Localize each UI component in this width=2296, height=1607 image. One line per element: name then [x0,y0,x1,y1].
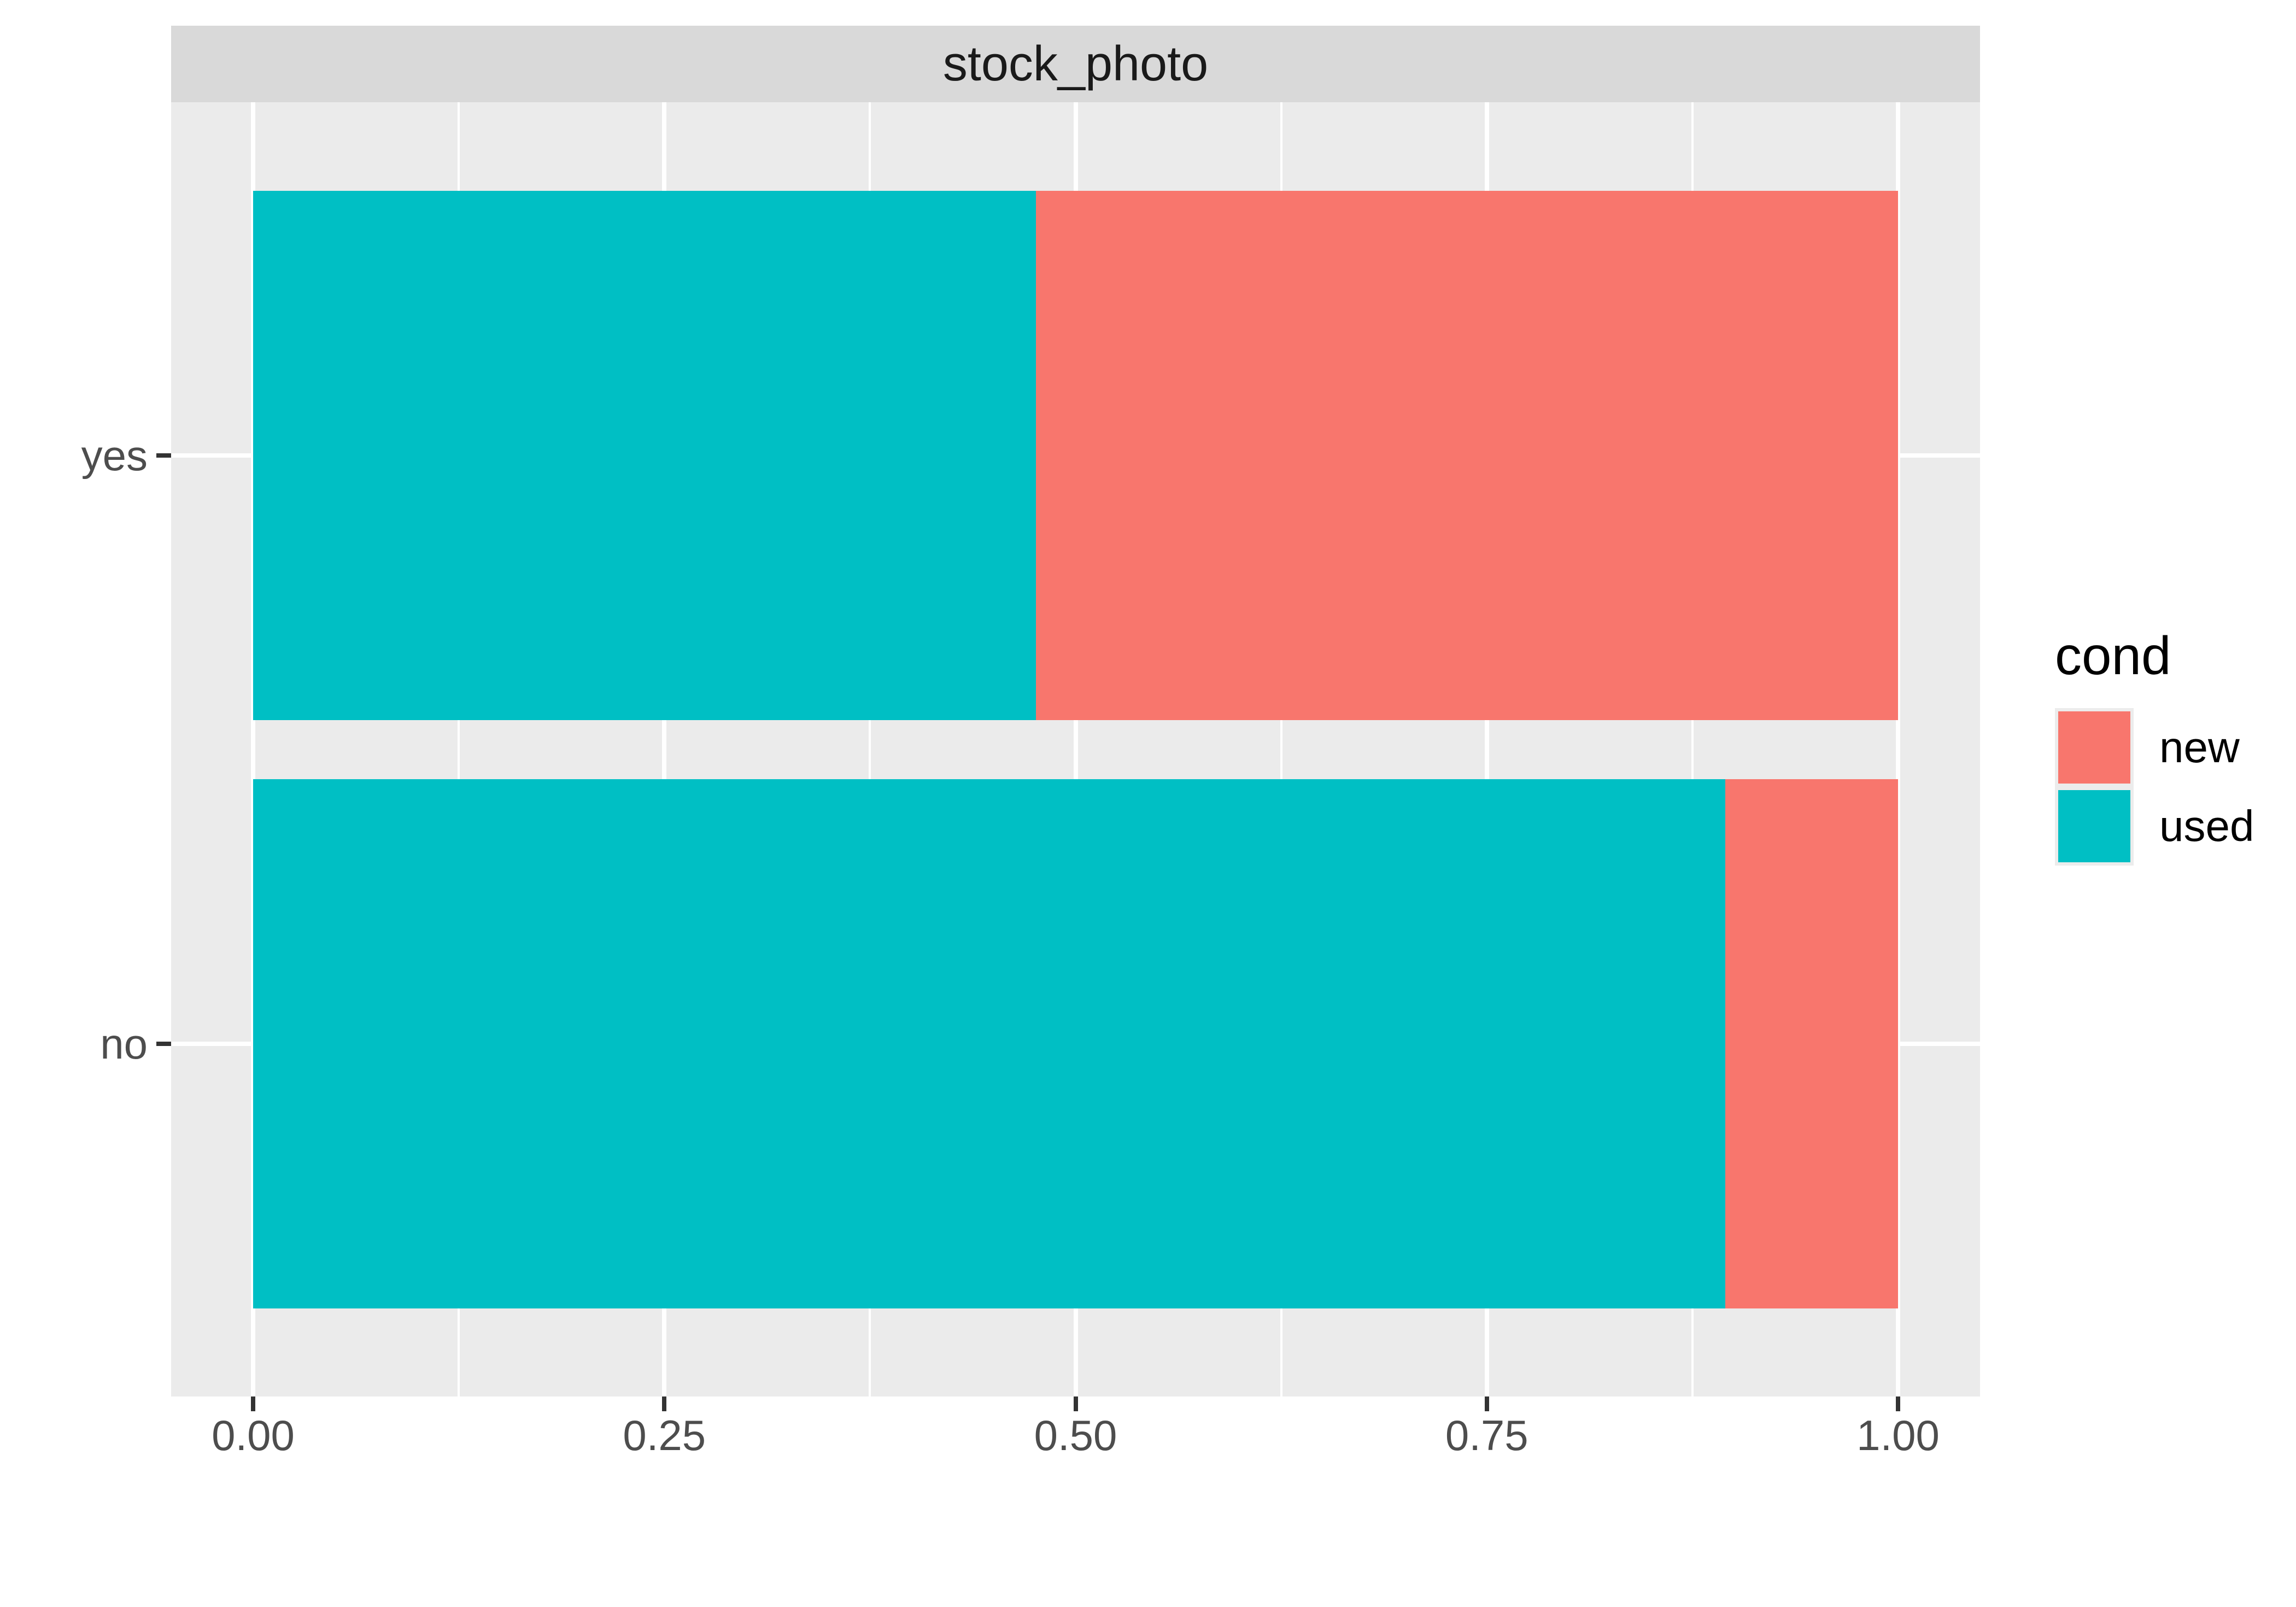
x-tick-label: 0.50 [1034,1411,1117,1459]
legend-label: used [2159,802,2254,850]
legend-entry-used: used [2055,787,2254,866]
bar-row-no [253,779,1898,1308]
x-tick [1073,1396,1078,1411]
bar-segment-used-yes [253,191,1036,720]
bar-row-yes [253,191,1898,720]
x-tick [1896,1396,1900,1411]
gridline-minor [458,102,460,1396]
legend-entry-new: new [2055,708,2254,787]
gridline-minor [1691,102,1694,1396]
x-tick-label: 0.00 [212,1411,295,1459]
bar-segment-new-yes [1036,191,1898,720]
legend-key [2055,708,2134,787]
legend-keys: new used [2055,708,2254,866]
facet-strip-label: stock_photo [942,37,1209,91]
legend: cond new used [2055,629,2254,866]
y-tick-label: yes [81,431,148,480]
x-tick-label: 1.00 [1856,1411,1940,1459]
legend-label: new [2159,723,2240,772]
gridline-major [251,102,255,1396]
x-tick [662,1396,667,1411]
y-tick-label: no [100,1020,148,1068]
bar-segment-new-no [1725,779,1898,1308]
plot-panel [171,102,1980,1396]
x-tick [1484,1396,1489,1411]
gridline-minor [869,102,871,1396]
x-tick-label: 0.75 [1445,1411,1528,1459]
bar-segment-used-no [253,779,1726,1308]
x-tick-label: 0.25 [623,1411,706,1459]
used-swatch [2058,790,2130,862]
legend-title: cond [2055,626,2171,686]
gridline-major [662,102,667,1396]
legend-key [2055,787,2134,866]
new-swatch [2058,711,2130,784]
gridline-minor [1280,102,1282,1396]
gridline-major [1896,102,1900,1396]
gridline-major [1073,102,1078,1396]
facet-strip: stock_photo [171,26,1980,102]
y-tick [156,453,171,458]
x-tick [251,1396,255,1411]
gridline-major [1484,102,1489,1396]
y-tick [156,1042,171,1046]
